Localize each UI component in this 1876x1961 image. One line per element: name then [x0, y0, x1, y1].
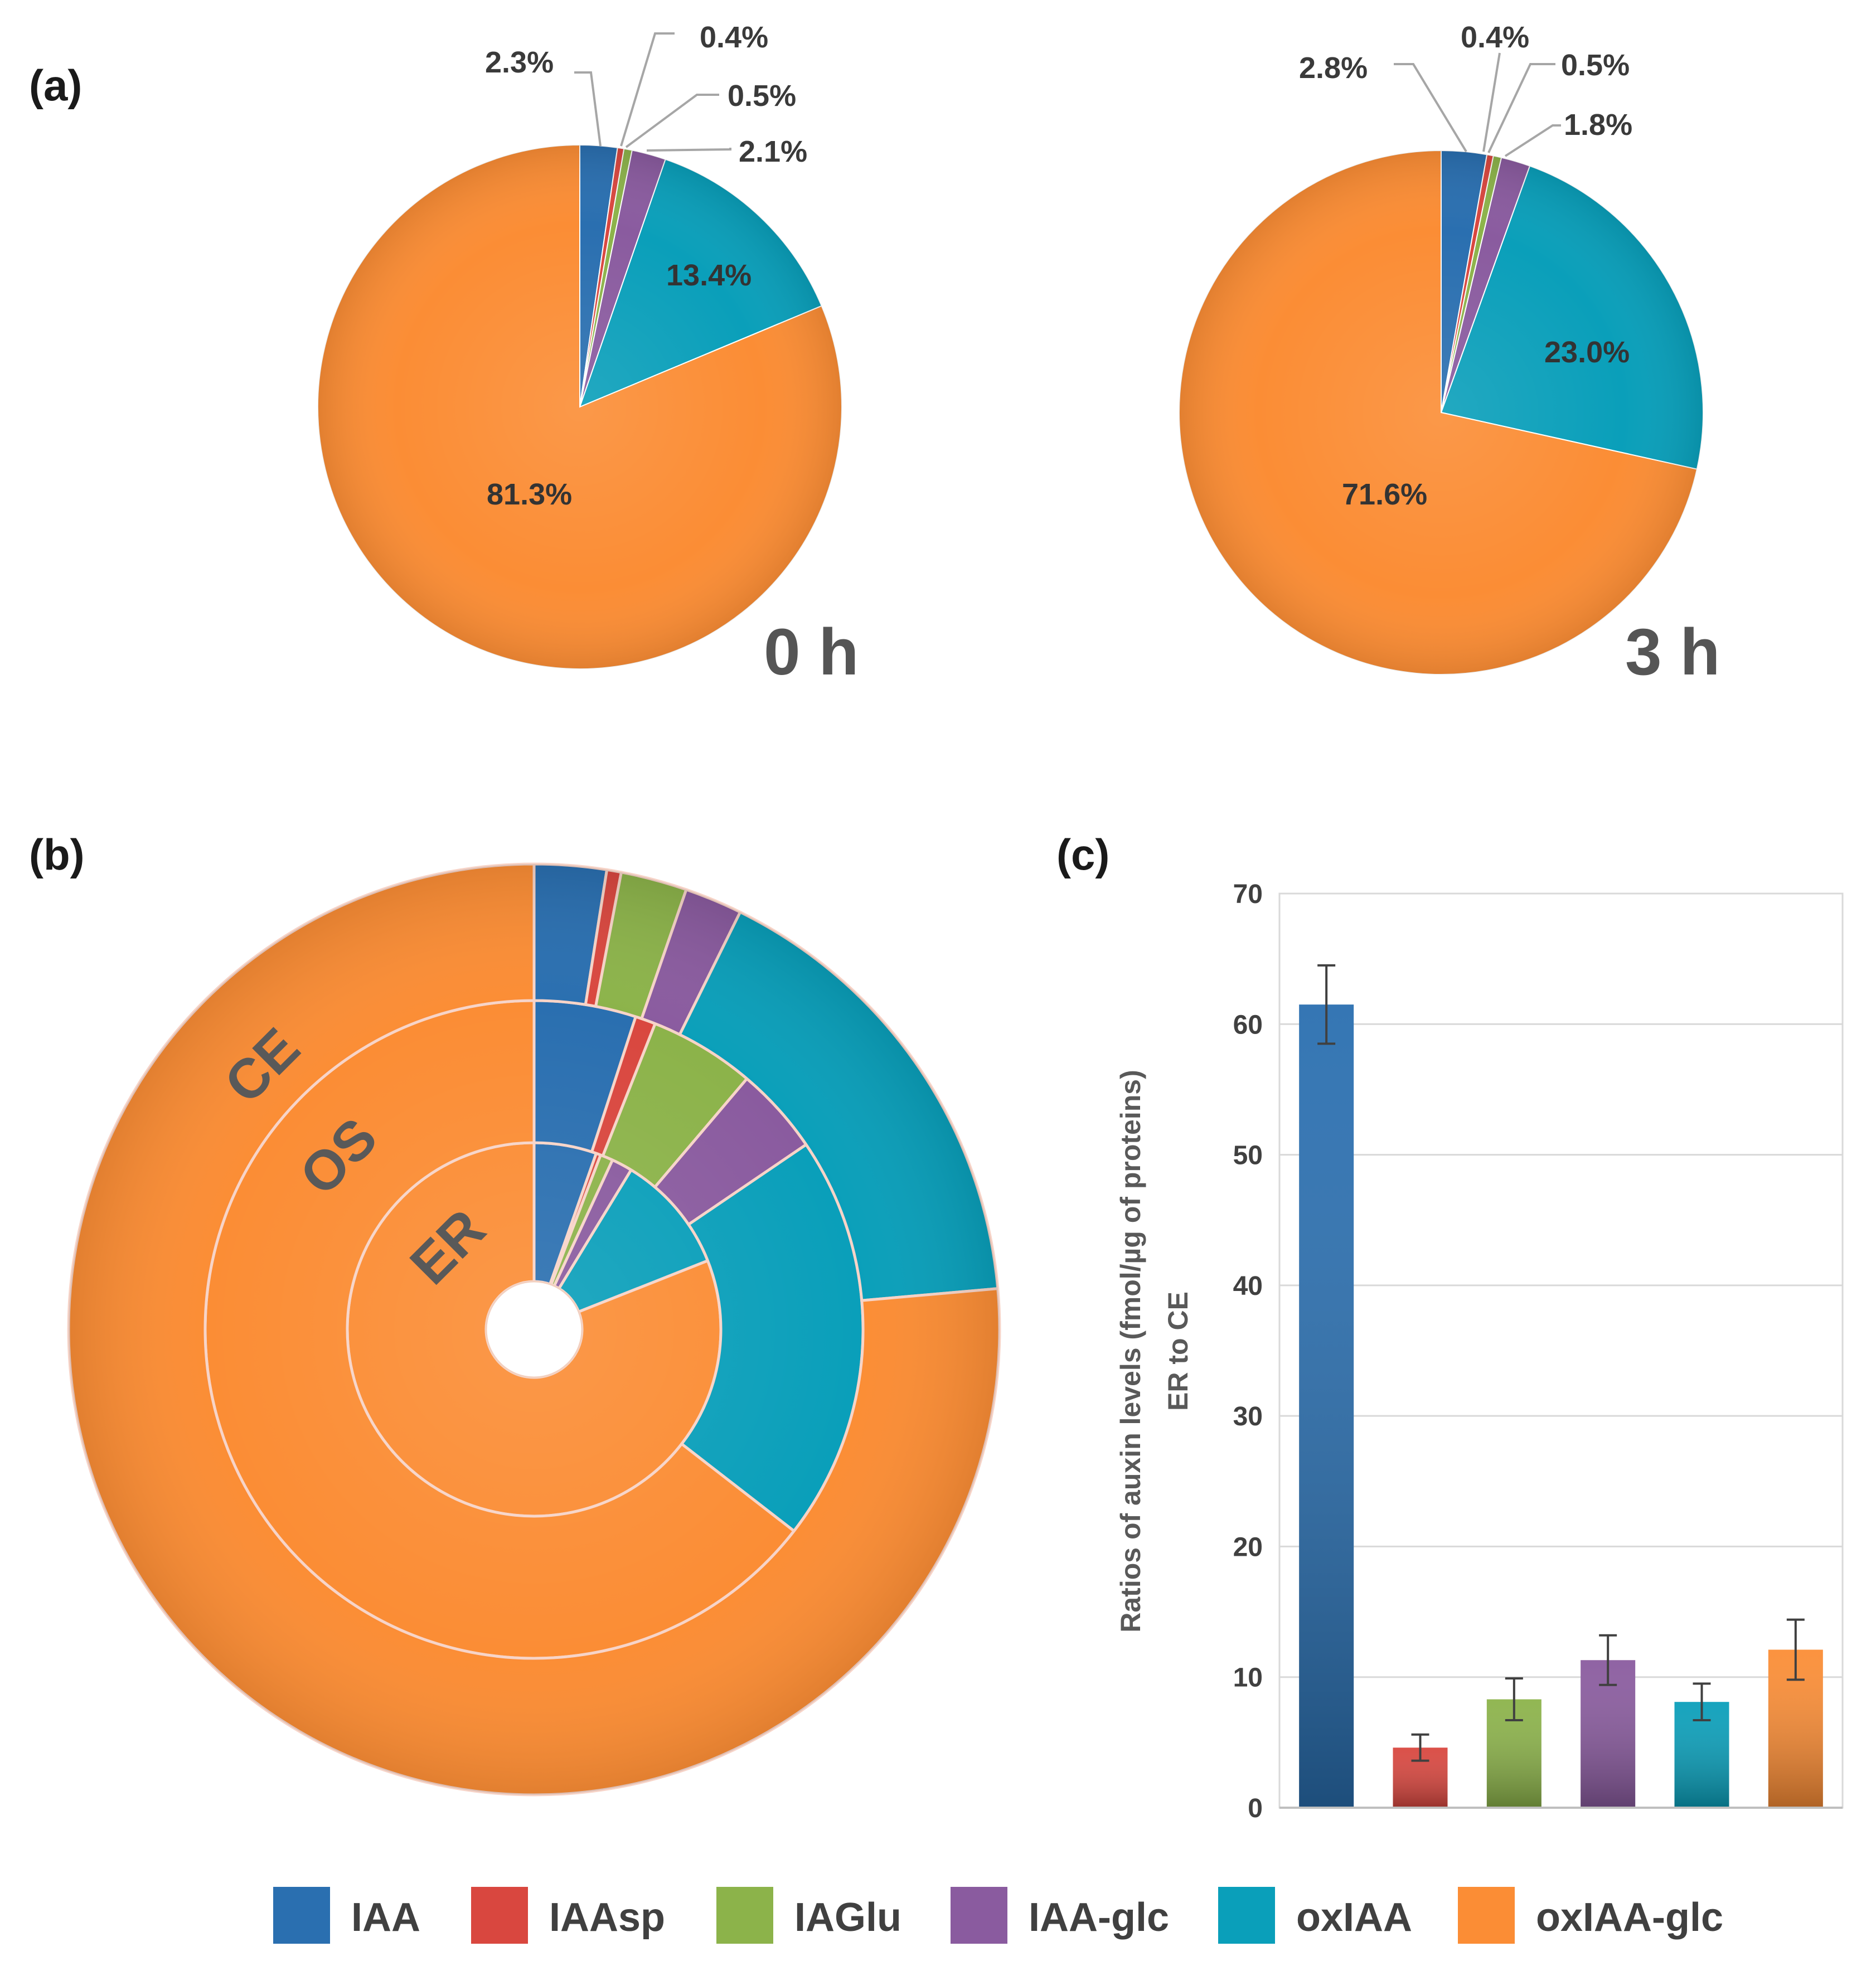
leader-line — [1482, 52, 1501, 152]
legend-label-iaa-glc: IAA-glc — [1029, 1895, 1169, 1940]
legend-item-iaglu: IAGlu — [716, 1887, 901, 1944]
error-bar-iaglu — [1505, 1677, 1523, 1722]
slice-label-oxiaa-glc: 81.3% — [487, 478, 572, 511]
error-bar-oxiaa-glc — [1786, 1618, 1805, 1681]
slice-label-iaa: 2.3% — [485, 46, 554, 79]
error-bar-iaa — [1317, 964, 1336, 1045]
bar-shading-iaa — [1299, 1004, 1354, 1808]
slice-label-oxiaa: 23.0% — [1544, 336, 1630, 369]
legend-swatch-iaa-glc — [951, 1887, 1007, 1944]
legend-swatch-iaasp — [471, 1887, 528, 1944]
slice-label-iaa-glc: 1.8% — [1564, 108, 1632, 142]
legend-item-iaa-glc: IAA-glc — [951, 1887, 1169, 1944]
leader-line — [625, 94, 719, 148]
y-tick-label: 60 — [1233, 1010, 1263, 1040]
donut-chart-tissues: CE OS ER — [67, 862, 1001, 1797]
pie-chart-0h: 2.3% 0.4% 0.5% 2.1% 13.4% 81.3% 0 h — [317, 21, 859, 689]
y-tick-label: 10 — [1233, 1663, 1263, 1693]
legend-item-oxiaa: oxIAA — [1218, 1887, 1412, 1944]
legend-swatch-oxiaa-glc — [1458, 1887, 1515, 1944]
y-tick-label: 70 — [1233, 880, 1263, 909]
y-axis-title-ratio: ER to CE — [1162, 1292, 1194, 1411]
error-bar-iaa-glc — [1599, 1634, 1617, 1686]
legend-swatch-iaa — [273, 1887, 330, 1944]
y-tick-label: 30 — [1233, 1402, 1263, 1431]
legend-label-iaa: IAA — [351, 1895, 420, 1940]
leader-line — [646, 148, 731, 152]
slice-label-iaa: 2.8% — [1299, 51, 1368, 85]
leader-line — [574, 71, 602, 147]
y-tick-label: 20 — [1233, 1532, 1263, 1562]
legend-item-iaasp: IAAsp — [471, 1887, 665, 1944]
legend-item-oxiaa-glc: oxIAA-glc — [1458, 1887, 1723, 1944]
leader-line — [620, 32, 675, 147]
legend: IAA IAAsp IAGlu IAA-glc oxIAA oxIAA-glc — [273, 1887, 1723, 1944]
legend-item-iaa: IAA — [273, 1887, 420, 1944]
time-label-0h: 0 h — [764, 615, 859, 689]
error-bar-oxiaa — [1693, 1682, 1711, 1722]
pie-chart-3h: 2.8% 0.4% 0.5% 1.8% 23.0% 71.6% 3 h — [1179, 21, 1720, 689]
legend-label-iaasp: IAAsp — [549, 1895, 665, 1940]
panel-label-c: (c) — [1056, 830, 1109, 879]
panel-label-a: (a) — [29, 61, 82, 110]
legend-swatch-iaglu — [716, 1887, 773, 1944]
slice-label-oxiaa: 13.4% — [666, 259, 752, 292]
leader-line — [1504, 124, 1561, 157]
slice-label-iaa-glc: 2.1% — [739, 135, 807, 168]
legend-label-iaglu: IAGlu — [794, 1895, 901, 1940]
leader-line — [1487, 63, 1555, 153]
legend-label-oxiaa: oxIAA — [1296, 1895, 1412, 1940]
slice-label-iaglu: 0.5% — [1561, 48, 1630, 82]
legend-label-oxiaa-glc: oxIAA-glc — [1536, 1895, 1723, 1940]
slice-label-iaglu: 0.5% — [728, 79, 796, 113]
plot-area-border — [1278, 892, 1844, 1809]
y-axis-title: Ratios of auxin levels (fmol/µg of prote… — [1115, 1070, 1146, 1632]
slice-label-iaasp: 0.4% — [1461, 21, 1529, 54]
y-tick-label: 0 — [1248, 1794, 1263, 1823]
y-tick-label: 40 — [1233, 1271, 1263, 1301]
y-tick-label: 50 — [1233, 1141, 1263, 1171]
slice-label-iaasp: 0.4% — [700, 21, 768, 54]
slice-label-oxiaa-glc: 71.6% — [1342, 478, 1427, 511]
leader-line — [1394, 63, 1467, 153]
panel-label-b: (b) — [29, 830, 85, 879]
legend-swatch-oxiaa — [1218, 1887, 1275, 1944]
donut-hole — [485, 1280, 583, 1378]
error-bar-iaasp — [1411, 1733, 1429, 1762]
time-label-3h: 3 h — [1625, 615, 1720, 689]
bar-chart-ratio: 0 10 20 30 40 50 60 70 Ratios of auxin levels (… — [1115, 880, 1844, 1823]
